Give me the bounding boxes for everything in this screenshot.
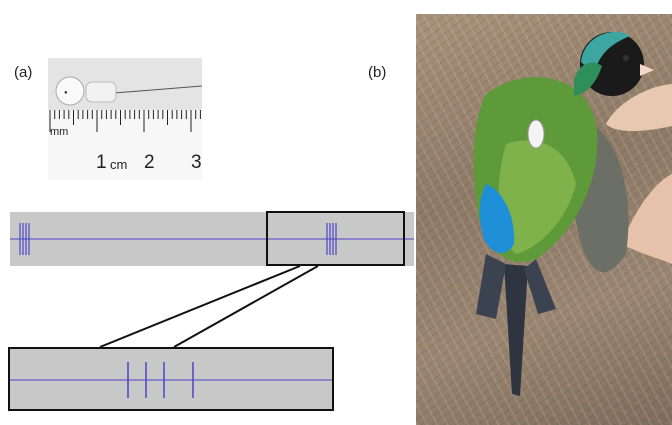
gouldian-finch-illustration [473,31,672,396]
svg-text:●: ● [64,90,68,96]
transmitter-photo: ● mm 1 cm 2 3 [48,58,202,180]
signal-trace-full [10,223,414,255]
bird-tail [504,264,528,396]
hand [606,84,672,131]
bird-tail [476,254,506,319]
bird-beak [640,64,654,76]
ruler-label-3: 3 [191,152,202,173]
panel-label-b: (b) [368,64,387,81]
ruler-unit-mm: mm [50,126,69,138]
hand [621,174,672,264]
signal-strip-zoomed [8,347,334,411]
ruler-ticks [49,110,201,132]
bird-rump [479,184,515,254]
panel-label-a: (a) [14,64,33,81]
radio-transmitter: ● [55,76,202,106]
bird-photo [416,14,672,425]
bird-tail [524,259,556,314]
zoom-connector-line [99,265,301,348]
ruler: mm 1 cm 2 3 [48,110,202,180]
signal-trace-zoomed [10,362,332,398]
zoom-connector-line [173,265,319,348]
transmitter-tag [527,119,545,149]
bird-body [498,140,576,254]
bird-eye [623,55,629,61]
signal-strip-full [10,212,414,266]
bird-neck [574,62,602,96]
ruler-label-2: 2 [144,152,155,173]
ruler-unit-cm: cm [110,157,128,172]
ruler-label-1: 1 [96,152,107,173]
zoom-selection-box [266,211,405,266]
